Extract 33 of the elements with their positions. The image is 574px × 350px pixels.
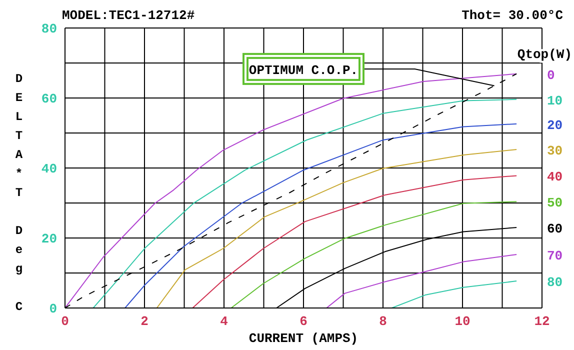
text: 30: [547, 143, 563, 158]
text: 20: [547, 118, 563, 133]
line-series: [230, 201, 518, 308]
y-tick-label: 0: [49, 302, 58, 317]
y-tick-label: 80: [41, 22, 58, 37]
chart-subtitle: Thot= 30.00°C: [462, 8, 564, 23]
x-tick-label: 8: [379, 314, 388, 330]
y-tick-label: 20: [41, 232, 58, 247]
text: 60: [547, 222, 563, 236]
text: 40: [547, 170, 563, 185]
line-series: [124, 123, 518, 308]
text: 50: [547, 196, 563, 211]
x-tick-label: 0: [61, 314, 70, 330]
y-tick-label: 60: [41, 92, 58, 107]
chart-title: MODEL:TEC1-12712#: [62, 8, 195, 23]
x-axis-title: CURRENT (AMPS): [248, 331, 358, 346]
y-tick-label: 40: [41, 162, 58, 177]
line-series: [391, 280, 518, 308]
x-tick-label: 10: [454, 314, 470, 330]
line-series: [326, 254, 518, 308]
line-series: [192, 175, 518, 308]
x-tick-label: 4: [220, 314, 228, 330]
text: 70: [547, 248, 563, 264]
text: 10: [547, 93, 563, 108]
y-axis-title: DELTA*T Deg C: [12, 72, 26, 319]
x-tick-label: 6: [300, 314, 308, 330]
text: 0: [547, 68, 555, 83]
x-tick-label: 2: [140, 314, 149, 330]
text: 80: [547, 275, 563, 290]
x-tick-label: 12: [534, 314, 550, 330]
line-series: [156, 148, 518, 308]
line-series: [92, 98, 518, 308]
annotation: OPTIMUM C.O.P.: [248, 62, 358, 78]
